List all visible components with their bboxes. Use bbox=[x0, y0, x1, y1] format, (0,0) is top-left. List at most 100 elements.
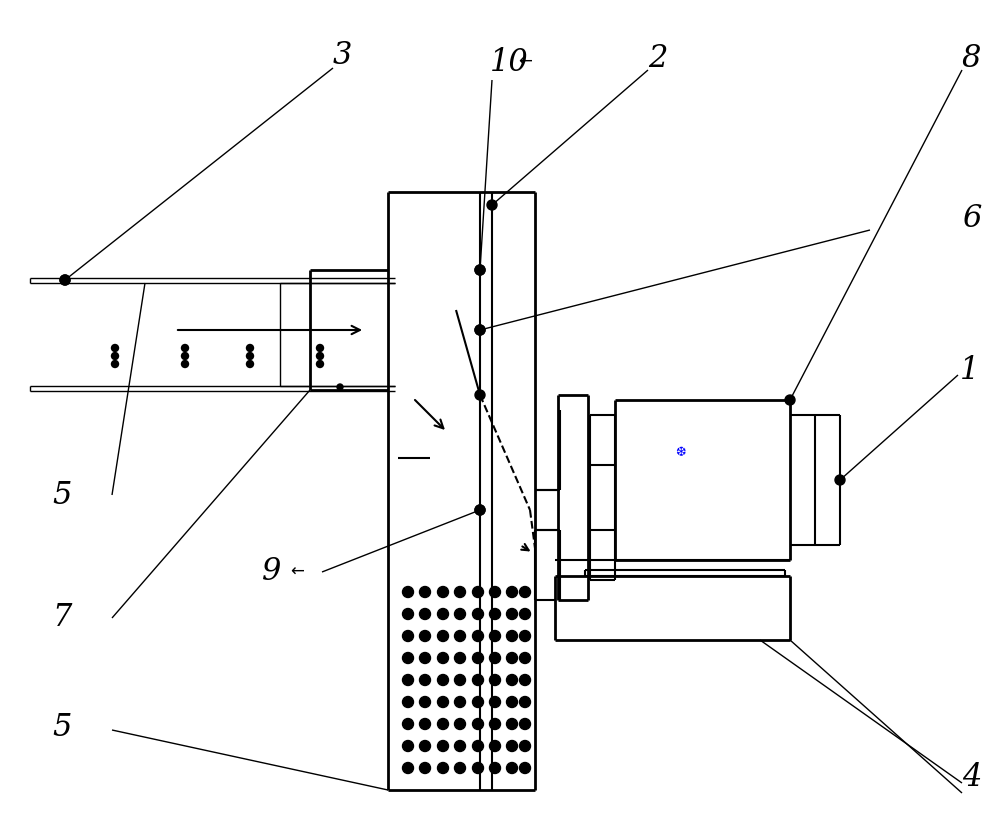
Circle shape bbox=[420, 608, 430, 620]
Circle shape bbox=[507, 696, 518, 708]
Circle shape bbox=[182, 345, 188, 351]
Circle shape bbox=[438, 762, 448, 774]
Text: 4: 4 bbox=[962, 762, 981, 793]
Circle shape bbox=[60, 275, 70, 285]
Circle shape bbox=[490, 696, 501, 708]
Circle shape bbox=[402, 587, 414, 597]
Circle shape bbox=[507, 762, 518, 774]
Circle shape bbox=[473, 696, 484, 708]
Circle shape bbox=[473, 741, 484, 751]
Circle shape bbox=[112, 360, 119, 368]
Text: 10: 10 bbox=[490, 47, 529, 77]
Circle shape bbox=[420, 762, 430, 774]
Circle shape bbox=[507, 608, 518, 620]
Text: 9: 9 bbox=[262, 556, 281, 588]
Circle shape bbox=[520, 587, 530, 597]
Circle shape bbox=[475, 265, 485, 275]
Text: 7: 7 bbox=[52, 602, 71, 634]
Circle shape bbox=[473, 718, 484, 729]
Circle shape bbox=[475, 325, 485, 335]
Circle shape bbox=[490, 762, 501, 774]
Circle shape bbox=[402, 630, 414, 641]
Circle shape bbox=[490, 608, 501, 620]
Circle shape bbox=[475, 505, 485, 515]
Circle shape bbox=[473, 608, 484, 620]
Circle shape bbox=[402, 608, 414, 620]
Circle shape bbox=[473, 653, 484, 663]
Text: 1: 1 bbox=[960, 355, 979, 385]
Circle shape bbox=[438, 587, 448, 597]
Text: ←: ← bbox=[518, 53, 532, 71]
Circle shape bbox=[112, 352, 119, 360]
Circle shape bbox=[507, 718, 518, 729]
Circle shape bbox=[490, 718, 501, 729]
Circle shape bbox=[454, 675, 466, 686]
Circle shape bbox=[454, 587, 466, 597]
Circle shape bbox=[402, 718, 414, 729]
Circle shape bbox=[420, 630, 430, 641]
Circle shape bbox=[490, 675, 501, 686]
Circle shape bbox=[454, 653, 466, 663]
Circle shape bbox=[473, 630, 484, 641]
Circle shape bbox=[487, 200, 497, 210]
Circle shape bbox=[454, 608, 466, 620]
Circle shape bbox=[316, 345, 324, 351]
Circle shape bbox=[246, 345, 254, 351]
Circle shape bbox=[454, 630, 466, 641]
Circle shape bbox=[507, 653, 518, 663]
Circle shape bbox=[420, 718, 430, 729]
Circle shape bbox=[475, 265, 485, 275]
Text: ❆: ❆ bbox=[675, 445, 685, 458]
Circle shape bbox=[520, 630, 530, 641]
Circle shape bbox=[316, 352, 324, 360]
Circle shape bbox=[520, 696, 530, 708]
Circle shape bbox=[402, 696, 414, 708]
Circle shape bbox=[112, 345, 119, 351]
Circle shape bbox=[402, 675, 414, 686]
Circle shape bbox=[520, 741, 530, 751]
Circle shape bbox=[438, 630, 448, 641]
Circle shape bbox=[402, 741, 414, 751]
Circle shape bbox=[490, 630, 501, 641]
Circle shape bbox=[835, 475, 845, 485]
Circle shape bbox=[454, 718, 466, 729]
Circle shape bbox=[420, 587, 430, 597]
Circle shape bbox=[420, 653, 430, 663]
Circle shape bbox=[420, 741, 430, 751]
Circle shape bbox=[337, 384, 343, 390]
Circle shape bbox=[507, 587, 518, 597]
Text: 5: 5 bbox=[52, 480, 71, 510]
Text: 2: 2 bbox=[648, 43, 667, 73]
Circle shape bbox=[520, 608, 530, 620]
Circle shape bbox=[520, 718, 530, 729]
Circle shape bbox=[785, 395, 795, 405]
Circle shape bbox=[420, 675, 430, 686]
Circle shape bbox=[438, 608, 448, 620]
Circle shape bbox=[473, 675, 484, 686]
Circle shape bbox=[475, 390, 485, 400]
Text: 6: 6 bbox=[962, 202, 981, 234]
Circle shape bbox=[182, 360, 188, 368]
Circle shape bbox=[438, 718, 448, 729]
Circle shape bbox=[520, 675, 530, 686]
Circle shape bbox=[507, 675, 518, 686]
Circle shape bbox=[438, 653, 448, 663]
Circle shape bbox=[490, 587, 501, 597]
Text: ←: ← bbox=[290, 563, 304, 581]
Circle shape bbox=[475, 325, 485, 335]
Circle shape bbox=[316, 360, 324, 368]
Circle shape bbox=[246, 352, 254, 360]
Circle shape bbox=[438, 675, 448, 686]
Circle shape bbox=[402, 653, 414, 663]
Circle shape bbox=[490, 653, 501, 663]
Circle shape bbox=[473, 587, 484, 597]
Circle shape bbox=[454, 762, 466, 774]
Circle shape bbox=[438, 696, 448, 708]
Circle shape bbox=[182, 352, 188, 360]
Circle shape bbox=[507, 741, 518, 751]
Text: 3: 3 bbox=[333, 40, 352, 71]
Circle shape bbox=[246, 360, 254, 368]
Circle shape bbox=[454, 696, 466, 708]
Circle shape bbox=[473, 762, 484, 774]
Circle shape bbox=[438, 741, 448, 751]
